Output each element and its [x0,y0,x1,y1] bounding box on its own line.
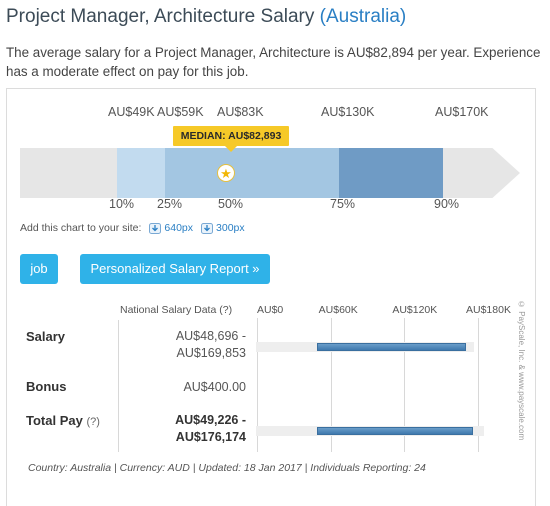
footer-meta: Country: Australia | Currency: AUD | Upd… [28,462,426,474]
p90-value-label: AU$170K [435,105,489,119]
total-pay-help-link[interactable]: (?) [86,416,100,428]
embed-300-link[interactable]: 300px [201,222,245,234]
salary-range-bar [316,343,466,351]
axis-label-0: AU$0 [257,304,284,316]
gridline-120k [404,318,405,452]
axis-label-60k: AU$60K [318,304,358,316]
total-pay-value-line1: AU$49,226 - [175,413,246,427]
axis-label-180k: AU$180K [466,304,511,316]
p50-value-label: AU$83K [217,105,264,119]
p25-label: 25% [157,197,183,211]
salary-row-label: Salary [26,329,65,344]
total-pay-range-bar [317,427,474,435]
add-chart-label: Add this chart to your site: [20,222,142,234]
embed-code-icon [149,222,162,234]
gridline-0 [257,318,258,452]
p75-label: 75% [330,197,356,211]
salary-label-text: Salary [26,329,66,344]
band-25-75 [165,148,339,198]
embed-640-text[interactable]: 640px [164,222,194,234]
p50-label: 50% [218,197,244,211]
national-salary-header-text: National Salary Data [120,304,217,316]
total-pay-label-text: Total Pay [26,413,83,428]
p10-value-label: AU$49K [108,105,155,119]
title-country-link[interactable]: (Australia) [319,6,407,27]
gridline-180k [478,318,479,452]
payscale-watermark: © PayScale, Inc. & www.payscale.com [517,300,526,441]
p10-label: 10% [109,197,135,211]
embed-640-link[interactable]: 640px [149,222,193,234]
embed-300-text[interactable]: 300px [216,222,245,234]
salary-row-value: AU$48,696 - AU$169,853 [176,328,246,362]
salary-description: The average salary for a Project Manager… [6,45,541,79]
bonus-value: AU$400.00 [183,380,246,394]
p75-value-label: AU$130K [321,105,375,119]
median-badge: MEDIAN: AU$82,893 [173,126,289,152]
bonus-label-text: Bonus [26,379,67,394]
bonus-row-label: Bonus [26,379,66,394]
salary-report-button[interactable]: Personalized Salary Report » [80,254,270,284]
median-star-icon: ★ [217,164,235,182]
help-link[interactable]: (?) [219,304,233,316]
national-salary-header: National Salary Data (?) [120,304,232,316]
salary-value-line2: AU$169,853 [176,346,246,360]
job-button[interactable]: job [20,254,58,284]
salary-range-arrow [20,148,520,198]
salary-bar-track [256,342,474,352]
total-pay-value-line2: AU$176,174 [175,430,246,444]
total-pay-row-label: Total Pay (?) [26,413,100,428]
salary-value-line1: AU$48,696 - [175,329,246,343]
embed-code-icon [201,222,214,234]
table-divider [118,320,119,452]
total-pay-bar-track [256,426,484,436]
total-pay-row-value: AU$49,226 - AU$176,174 [175,412,246,446]
band-10-25 [117,148,165,198]
p25-value-label: AU$59K [157,105,204,119]
page-title: Project Manager, Architecture Salary (Au… [6,6,406,28]
axis-label-120k: AU$120K [392,304,438,316]
bonus-row-value: AU$400.00 [183,379,246,396]
gridline-60k [331,318,332,452]
title-main: Project Manager, Architecture Salary [6,6,315,27]
band-75-90 [339,148,443,198]
p90-label: 90% [434,197,460,211]
add-chart-row: Add this chart to your site: 640px 300px [20,222,245,234]
